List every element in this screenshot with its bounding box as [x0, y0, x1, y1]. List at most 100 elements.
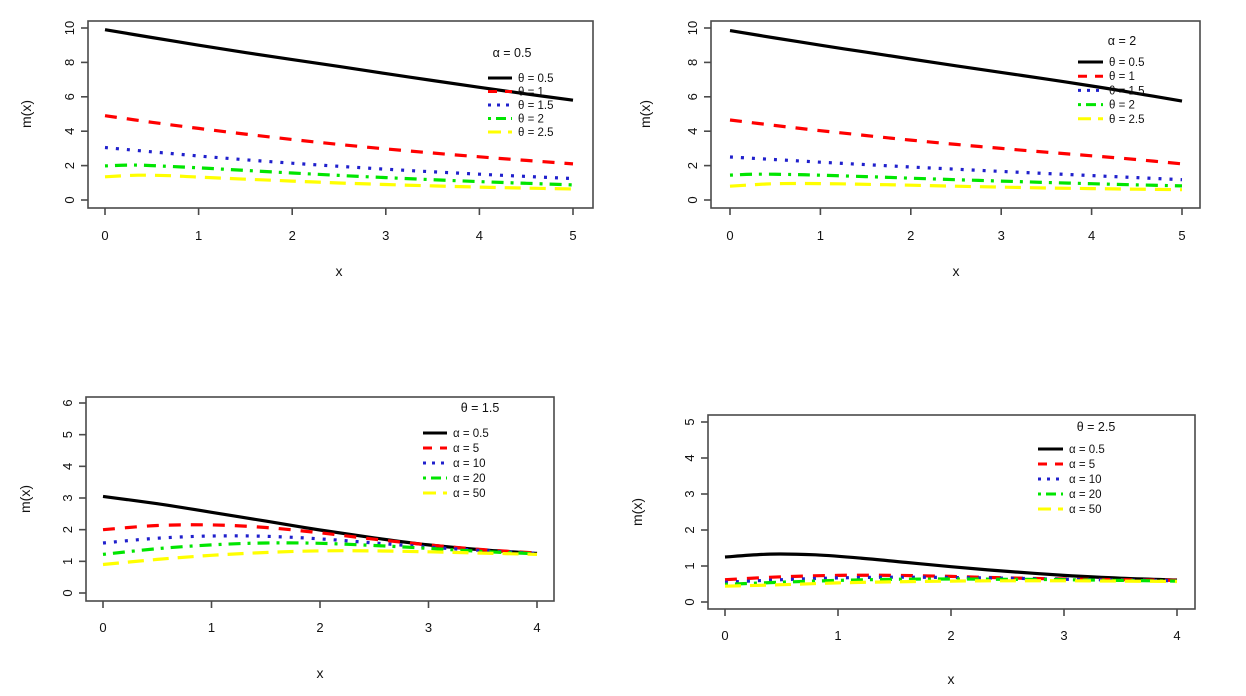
- legend-item-label: α = 5: [1069, 459, 1095, 471]
- x-tick-label: 2: [316, 620, 323, 635]
- y-tick-label: 4: [685, 128, 700, 135]
- legend-item-label: θ = 2.5: [518, 127, 554, 139]
- plot-box: [87, 20, 594, 209]
- legend-item-label: θ = 1.5: [518, 100, 554, 112]
- legend-item-label: α = 20: [1069, 489, 1102, 501]
- x-axis-label: x: [953, 263, 960, 279]
- legend-title: α = 2: [1108, 34, 1136, 48]
- legend-title: θ = 1.5: [461, 401, 500, 415]
- y-tick-label: 10: [685, 21, 700, 35]
- y-tick-label: 0: [682, 598, 697, 605]
- legend-item-label: α = 50: [1069, 504, 1102, 516]
- series-line-α=20: [102, 541, 538, 556]
- x-tick-label: 1: [195, 228, 202, 243]
- y-tick-label: 10: [62, 21, 77, 35]
- x-tick-label: 3: [382, 228, 389, 243]
- y-tick-label: 1: [682, 562, 697, 569]
- y-tick-label: 2: [62, 162, 77, 169]
- panel-top-right: 0 1 2 3 4 5 0 2 4 6 8 10 x m(x) α = 2 θ = 0.5 θ = 1 θ = 1…: [637, 20, 1201, 279]
- y-axis-label: m(x): [637, 100, 653, 128]
- legend-item-label: θ = 1: [1109, 71, 1135, 83]
- series-line-θ=2.5: [104, 173, 574, 191]
- y-tick-label: 4: [62, 128, 77, 135]
- legend-item-label: θ = 0.5: [1109, 57, 1145, 69]
- x-tick-label: 5: [569, 228, 576, 243]
- x-tick-label: 2: [907, 228, 914, 243]
- series-line-θ=1: [104, 114, 574, 166]
- y-tick-label: 2: [60, 526, 75, 533]
- x-tick-label: 0: [101, 228, 108, 243]
- y-tick-label: 4: [60, 463, 75, 470]
- panel-bottom-right: 0 1 2 3 4 0 1 2 3 4 5 x m(x) θ = 2.5 α = 0.5 α = 5 α = 1…: [629, 414, 1196, 687]
- series-line-θ=2: [104, 163, 574, 187]
- x-axis-label: x: [336, 263, 343, 279]
- x-axis-label: x: [948, 671, 955, 687]
- x-tick-label: 1: [817, 228, 824, 243]
- y-tick-label: 0: [685, 196, 700, 203]
- x-tick-label: 1: [834, 628, 841, 643]
- series-line-θ=2.5: [729, 181, 1183, 192]
- legend-item-label: α = 20: [453, 473, 486, 485]
- series-group: [102, 494, 538, 567]
- y-axis-label: m(x): [629, 498, 645, 526]
- y-tick-label: 0: [62, 196, 77, 203]
- y-tick-label: 2: [685, 162, 700, 169]
- legend-item-label: α = 50: [453, 488, 486, 500]
- y-tick-label: 5: [60, 431, 75, 438]
- legend-item-label: θ = 1.5: [1109, 85, 1145, 97]
- y-tick-label: 0: [60, 589, 75, 596]
- x-tick-label: 3: [1060, 628, 1067, 643]
- plot-box: [710, 20, 1201, 209]
- legend-item-label: α = 5: [453, 443, 479, 455]
- legend-item-label: θ = 2: [1109, 100, 1135, 112]
- y-tick-label: 8: [685, 59, 700, 66]
- x-tick-label: 3: [425, 620, 432, 635]
- legend-title: θ = 2.5: [1077, 420, 1116, 434]
- series-line-θ=2: [729, 172, 1183, 188]
- series-line-α=50: [102, 549, 538, 567]
- x-tick-label: 4: [1088, 228, 1095, 243]
- series-line-θ=0.5: [729, 29, 1183, 103]
- legend-item-label: θ = 1: [518, 87, 544, 99]
- x-tick-label: 0: [99, 620, 106, 635]
- y-tick-label: 3: [60, 494, 75, 501]
- series-group: [104, 28, 574, 191]
- y-tick-label: 1: [60, 558, 75, 565]
- series-line-α=0.5: [724, 552, 1178, 582]
- x-tick-label: 0: [721, 628, 728, 643]
- y-axis-label: m(x): [17, 485, 33, 513]
- x-tick-label: 4: [533, 620, 540, 635]
- y-tick-label: 6: [62, 93, 77, 100]
- y-tick-label: 6: [685, 93, 700, 100]
- legend-title: α = 0.5: [493, 46, 532, 60]
- x-tick-label: 2: [947, 628, 954, 643]
- legend-item-label: α = 10: [453, 458, 486, 470]
- y-tick-label: 4: [682, 454, 697, 461]
- series-group: [724, 552, 1178, 588]
- series-line-θ=1.5: [729, 155, 1183, 182]
- legend-item-label: α = 10: [1069, 474, 1102, 486]
- series-line-θ=1: [729, 118, 1183, 166]
- y-tick-label: 5: [682, 418, 697, 425]
- x-tick-label: 2: [289, 228, 296, 243]
- series-line-θ=0.5: [104, 28, 574, 102]
- legend-item-label: θ = 0.5: [518, 73, 554, 85]
- y-tick-label: 3: [682, 490, 697, 497]
- x-tick-label: 4: [1173, 628, 1180, 643]
- legend-item-label: α = 0.5: [453, 428, 489, 440]
- x-axis-label: x: [317, 665, 324, 681]
- series-group: [729, 29, 1183, 192]
- legend-item-label: α = 0.5: [1069, 444, 1105, 456]
- series-line-α=50: [724, 579, 1178, 588]
- x-tick-label: 4: [476, 228, 483, 243]
- legend-item-label: θ = 2.5: [1109, 114, 1145, 126]
- x-tick-label: 5: [1178, 228, 1185, 243]
- y-tick-label: 6: [60, 399, 75, 406]
- x-tick-label: 0: [726, 228, 733, 243]
- x-tick-label: 3: [998, 228, 1005, 243]
- y-axis-label: m(x): [18, 100, 34, 128]
- y-tick-label: 2: [682, 526, 697, 533]
